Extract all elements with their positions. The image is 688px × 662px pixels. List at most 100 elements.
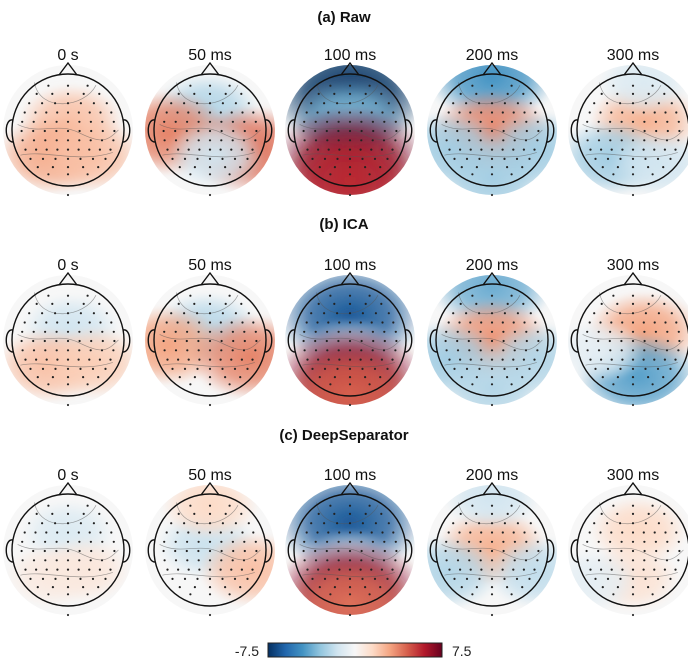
- electrode-dot: [361, 102, 364, 105]
- electrode-dot: [252, 531, 255, 534]
- electrode-dot: [616, 376, 620, 379]
- electrode-dot: [186, 139, 189, 142]
- electrode-dot: [380, 302, 383, 305]
- electrode-dot: [112, 540, 115, 543]
- left-ear: [570, 119, 579, 143]
- electrode-dot: [448, 358, 451, 361]
- electrode-dot: [92, 522, 95, 525]
- electrode-dot: [651, 383, 654, 386]
- electrode-dot: [514, 549, 517, 553]
- electrode-dot: [66, 129, 70, 133]
- electrode-dot: [189, 383, 192, 386]
- electrode-dot: [41, 577, 45, 581]
- electrode-dot: [490, 339, 494, 343]
- electrode-dot: [306, 568, 309, 571]
- electrode-dot: [97, 586, 100, 589]
- electrode-dot: [465, 522, 468, 525]
- electrode-dot: [32, 549, 35, 553]
- time-label: 100 ms: [324, 467, 376, 484]
- electrode-dot: [620, 540, 623, 543]
- electrode-dot: [631, 321, 635, 324]
- electrode-dot: [371, 120, 374, 123]
- electrode-dot: [178, 376, 181, 379]
- electrode-dot: [361, 157, 364, 160]
- electrode-dot: [372, 549, 375, 553]
- electrode-dot: [24, 568, 27, 571]
- electrode-dot: [370, 531, 373, 534]
- nose: [58, 271, 78, 286]
- electrode-dot: [303, 139, 306, 142]
- electrode-dot: [89, 139, 92, 142]
- reference-dot: [348, 613, 352, 617]
- electrode-dot: [348, 593, 352, 596]
- electrode-dot: [66, 349, 70, 352]
- electrode-dot: [318, 166, 321, 169]
- electrode-dot: [490, 312, 494, 315]
- electrode-dot: [44, 139, 47, 142]
- contour-line: [458, 502, 521, 525]
- electrode-dot: [228, 504, 231, 507]
- electrode-dot: [371, 349, 374, 352]
- electrode-dot: [478, 312, 481, 315]
- electrode-dot: [177, 358, 180, 361]
- electrode-dot: [453, 367, 456, 370]
- contour-line: [444, 572, 537, 578]
- electrode-dot: [91, 367, 95, 370]
- contour-line: [162, 152, 255, 158]
- electrode-dot: [444, 129, 447, 133]
- electrode-dot: [475, 92, 478, 95]
- electrode-dot: [631, 139, 635, 142]
- electrode-dot: [77, 321, 80, 324]
- time-label: 200 ms: [466, 47, 518, 64]
- electrode-dot: [392, 321, 395, 324]
- electrode-dot: [243, 129, 246, 133]
- electrode-dot: [447, 321, 450, 324]
- contour-line: [585, 572, 678, 578]
- electrode-dot: [597, 559, 601, 562]
- electrode-dot: [196, 522, 199, 525]
- electrode-dot: [165, 321, 168, 324]
- electrode-dot: [208, 302, 212, 305]
- right-ear: [546, 539, 555, 563]
- electrode-dot: [521, 376, 524, 379]
- electrode-dot: [666, 129, 669, 133]
- electrode-dot: [585, 129, 588, 133]
- electrode-dot: [373, 577, 377, 581]
- electrode-dot: [66, 593, 70, 596]
- electrode-dot: [371, 559, 374, 562]
- electrode-dot: [599, 531, 602, 534]
- electrode-dot: [512, 148, 515, 151]
- electrode-dot: [502, 549, 505, 553]
- electrode-dot: [360, 349, 363, 352]
- electrode-dot: [28, 102, 31, 105]
- electrode-dot: [89, 540, 92, 543]
- electrode-dot: [586, 330, 589, 333]
- electrode-dot: [600, 302, 603, 305]
- electrode-dot: [186, 559, 189, 562]
- electrode-dot: [208, 111, 212, 114]
- electrode-dot: [326, 139, 329, 142]
- left-ear: [147, 329, 156, 353]
- electrode-dot: [619, 577, 622, 581]
- electrode-dot: [219, 148, 222, 151]
- electrode-dot: [653, 358, 656, 361]
- electrode-dot: [394, 120, 397, 123]
- electrode-dot: [326, 559, 329, 562]
- electrode-dot: [233, 157, 237, 160]
- left-ear: [570, 329, 579, 353]
- electrode-dot: [183, 522, 186, 525]
- electrode-dot: [445, 559, 448, 562]
- electrode-dot: [79, 312, 82, 315]
- electrode-dot: [609, 120, 612, 123]
- electrode-dot: [608, 129, 611, 133]
- electrode-dot: [314, 139, 318, 142]
- electrode-dot: [32, 330, 35, 333]
- electrode-dot: [459, 568, 462, 571]
- electrode-dot: [380, 512, 383, 516]
- electrode-dot: [600, 148, 603, 151]
- electrode-dot: [51, 586, 55, 589]
- electrode-dot: [654, 540, 658, 543]
- electrode-dot: [41, 522, 44, 525]
- electrode-dot: [643, 120, 646, 123]
- electrode-dot: [178, 166, 181, 169]
